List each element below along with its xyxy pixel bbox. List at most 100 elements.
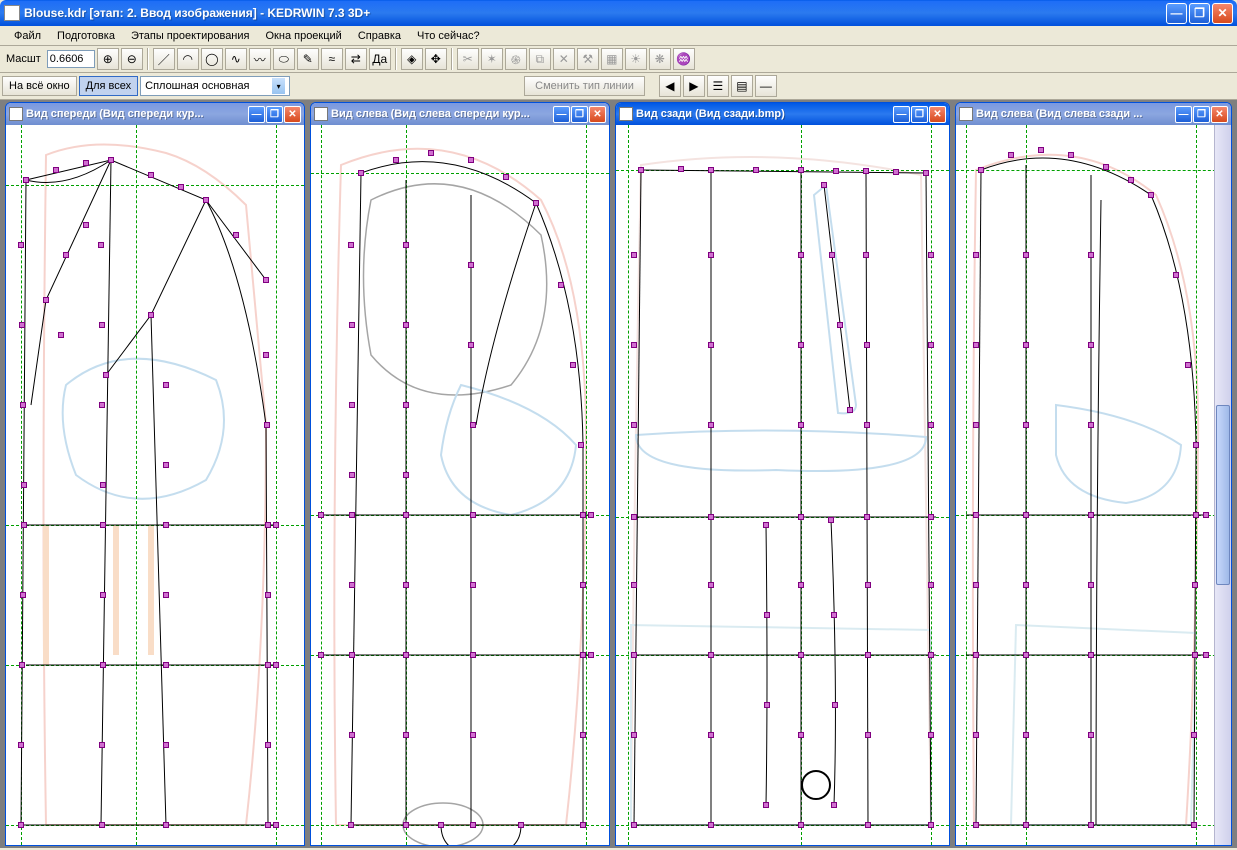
control-point[interactable] bbox=[578, 442, 584, 448]
control-point[interactable] bbox=[833, 168, 839, 174]
control-point[interactable] bbox=[1203, 652, 1209, 658]
control-point[interactable] bbox=[53, 167, 59, 173]
control-point[interactable] bbox=[928, 582, 934, 588]
control-point[interactable] bbox=[264, 422, 270, 428]
scale-input[interactable] bbox=[47, 50, 95, 68]
prev-icon[interactable]: ◀ bbox=[659, 75, 681, 97]
control-point[interactable] bbox=[403, 822, 409, 828]
control-point[interactable] bbox=[588, 512, 594, 518]
control-point[interactable] bbox=[798, 732, 804, 738]
control-point[interactable] bbox=[349, 652, 355, 658]
control-point[interactable] bbox=[349, 322, 355, 328]
control-point[interactable] bbox=[631, 822, 637, 828]
control-point[interactable] bbox=[273, 662, 279, 668]
control-point[interactable] bbox=[1023, 652, 1029, 658]
control-point[interactable] bbox=[631, 342, 637, 348]
control-point[interactable] bbox=[865, 652, 871, 658]
swirl-icon[interactable]: ❋ bbox=[649, 48, 671, 70]
overlap-icon[interactable]: ⧉ bbox=[529, 48, 551, 70]
move-icon[interactable]: ✥ bbox=[425, 48, 447, 70]
control-point[interactable] bbox=[1088, 732, 1094, 738]
control-point[interactable] bbox=[1023, 252, 1029, 258]
control-point[interactable] bbox=[98, 242, 104, 248]
menu-item[interactable]: Справка bbox=[350, 28, 409, 44]
control-point[interactable] bbox=[349, 472, 355, 478]
control-point[interactable] bbox=[83, 160, 89, 166]
control-point[interactable] bbox=[631, 252, 637, 258]
wave-icon[interactable]: ≈ bbox=[321, 48, 343, 70]
child-minimize-button[interactable]: — bbox=[553, 106, 570, 123]
child-titlebar[interactable]: Вид слева (Вид слева сзади ...—❐✕ bbox=[956, 103, 1231, 125]
control-point[interactable] bbox=[20, 592, 26, 598]
control-point[interactable] bbox=[928, 252, 934, 258]
control-point[interactable] bbox=[1192, 582, 1198, 588]
control-point[interactable] bbox=[58, 332, 64, 338]
red-line-icon[interactable]: — bbox=[755, 75, 777, 97]
control-point[interactable] bbox=[1068, 152, 1074, 158]
control-point[interactable] bbox=[1193, 512, 1199, 518]
control-point[interactable] bbox=[393, 157, 399, 163]
control-point[interactable] bbox=[973, 822, 979, 828]
child-maximize-button[interactable]: ❐ bbox=[266, 106, 283, 123]
control-point[interactable] bbox=[923, 170, 929, 176]
control-point[interactable] bbox=[503, 174, 509, 180]
control-point[interactable] bbox=[1023, 582, 1029, 588]
control-point[interactable] bbox=[403, 512, 409, 518]
control-point[interactable] bbox=[348, 822, 354, 828]
control-point[interactable] bbox=[865, 822, 871, 828]
change-line-type-button[interactable]: Сменить тип линии bbox=[524, 76, 645, 96]
control-point[interactable] bbox=[865, 732, 871, 738]
control-point[interactable] bbox=[468, 262, 474, 268]
spiral-icon[interactable]: ֍ bbox=[505, 48, 527, 70]
control-point[interactable] bbox=[847, 407, 853, 413]
arc-tool-icon[interactable]: ◠ bbox=[177, 48, 199, 70]
control-point[interactable] bbox=[265, 522, 271, 528]
control-point[interactable] bbox=[1088, 422, 1094, 428]
control-point[interactable] bbox=[403, 472, 409, 478]
control-point[interactable] bbox=[631, 652, 637, 658]
menu-item[interactable]: Подготовка bbox=[49, 28, 123, 44]
control-point[interactable] bbox=[163, 522, 169, 528]
control-point[interactable] bbox=[708, 582, 714, 588]
control-point[interactable] bbox=[708, 422, 714, 428]
control-point[interactable] bbox=[1148, 192, 1154, 198]
control-point[interactable] bbox=[631, 422, 637, 428]
control-point[interactable] bbox=[638, 167, 644, 173]
offset-icon[interactable]: ⇄ bbox=[345, 48, 367, 70]
control-point[interactable] bbox=[83, 222, 89, 228]
control-point[interactable] bbox=[978, 167, 984, 173]
control-point[interactable] bbox=[864, 514, 870, 520]
cut-icon[interactable]: ✂ bbox=[457, 48, 479, 70]
control-point[interactable] bbox=[973, 252, 979, 258]
control-point[interactable] bbox=[1193, 442, 1199, 448]
minimize-button[interactable]: — bbox=[1166, 3, 1187, 24]
scrollbar-thumb[interactable] bbox=[1216, 405, 1230, 585]
control-point[interactable] bbox=[1088, 822, 1094, 828]
menu-item[interactable]: Этапы проектирования bbox=[123, 28, 258, 44]
menu-item[interactable]: Файл bbox=[6, 28, 49, 44]
control-point[interactable] bbox=[928, 652, 934, 658]
control-point[interactable] bbox=[163, 742, 169, 748]
flow-icon[interactable]: ♒ bbox=[673, 48, 695, 70]
control-point[interactable] bbox=[358, 170, 364, 176]
child-titlebar[interactable]: Вид сзади (Вид сзади.bmp)—❐✕ bbox=[616, 103, 949, 125]
control-point[interactable] bbox=[1088, 512, 1094, 518]
control-point[interactable] bbox=[798, 342, 804, 348]
control-point[interactable] bbox=[273, 522, 279, 528]
control-point[interactable] bbox=[18, 742, 24, 748]
control-point[interactable] bbox=[831, 612, 837, 618]
control-point[interactable] bbox=[19, 322, 25, 328]
control-point[interactable] bbox=[580, 512, 586, 518]
control-point[interactable] bbox=[100, 592, 106, 598]
control-point[interactable] bbox=[865, 582, 871, 588]
view-canvas[interactable] bbox=[311, 125, 609, 845]
control-point[interactable] bbox=[798, 514, 804, 520]
control-point[interactable] bbox=[1088, 652, 1094, 658]
control-point[interactable] bbox=[973, 582, 979, 588]
control-point[interactable] bbox=[1173, 272, 1179, 278]
control-point[interactable] bbox=[580, 582, 586, 588]
control-point[interactable] bbox=[99, 822, 105, 828]
control-point[interactable] bbox=[798, 252, 804, 258]
control-point[interactable] bbox=[99, 742, 105, 748]
control-point[interactable] bbox=[18, 242, 24, 248]
